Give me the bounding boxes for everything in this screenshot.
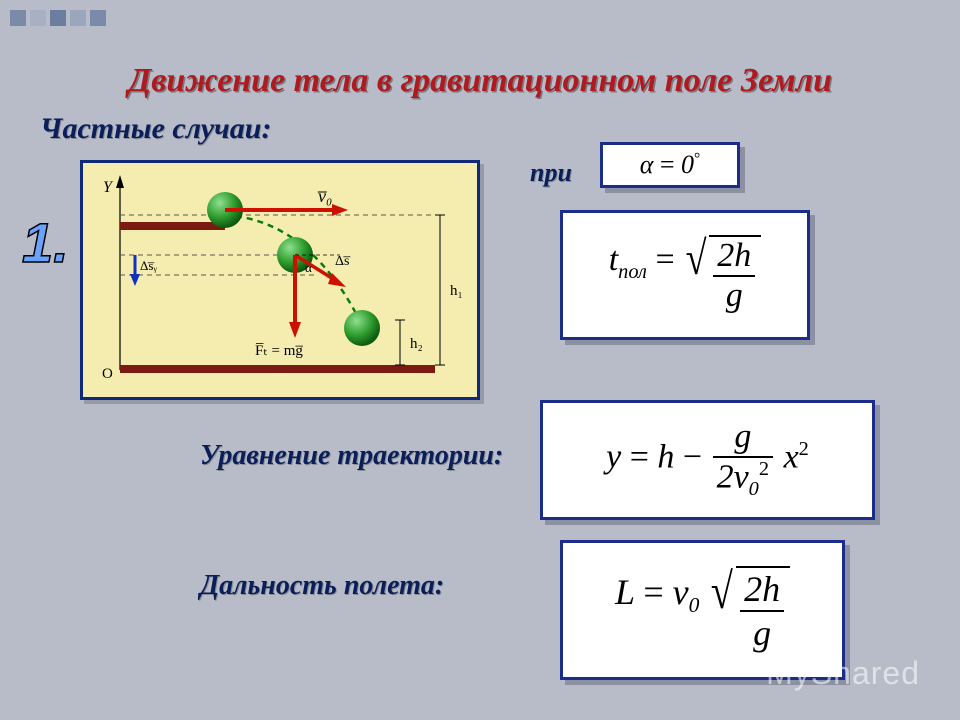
- svg-text:α: α: [305, 260, 312, 275]
- trajectory-diagram: Y O h₁ h₂: [80, 160, 480, 400]
- formula-trajectory: y = h − g2v02 x2: [540, 400, 875, 520]
- formula-alpha-zero: α = 0°: [600, 142, 740, 188]
- formula-time-of-flight: tпол = √ 2hg: [560, 210, 810, 340]
- subtitle: Частные случаи:: [40, 112, 271, 146]
- watermark: MyShared: [766, 655, 920, 692]
- label-at: при: [530, 158, 572, 188]
- svg-text:h₂: h₂: [410, 336, 423, 352]
- svg-text:Δs̅: Δs̅: [335, 254, 351, 269]
- slide-title: Движение тела в гравитационном поле Земл…: [0, 62, 960, 100]
- label-range: Дальность полета:: [200, 570, 444, 602]
- corner-decoration: [10, 10, 110, 31]
- svg-text:h₁: h₁: [450, 283, 463, 299]
- slide: Движение тела в гравитационном поле Земл…: [0, 0, 960, 720]
- case-number: 1.: [22, 210, 69, 275]
- svg-text:O: O: [102, 366, 113, 382]
- svg-text:Δs̅ᵧ: Δs̅ᵧ: [140, 258, 157, 274]
- svg-text:F̅ₜ = mg̅: F̅ₜ = mg̅: [255, 343, 303, 359]
- label-trajectory: Уравнение траектории:: [200, 440, 503, 472]
- svg-text:v̅₀: v̅₀: [317, 186, 332, 206]
